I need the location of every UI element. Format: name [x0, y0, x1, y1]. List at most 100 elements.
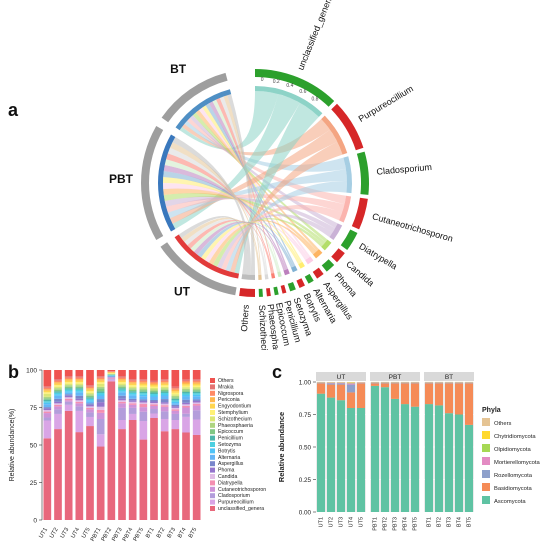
bar-segment-candida: [160, 403, 169, 406]
bar-segment-ascomycota: [391, 398, 399, 512]
legend-label-epicoccum: Epicoccum: [218, 429, 243, 435]
bar-segment-engyodontium: [43, 390, 52, 393]
bar-segment-alternaria: [43, 404, 52, 408]
bar-segment-penicillium: [171, 398, 180, 401]
x-tick-label: UT3: [60, 527, 71, 539]
bar-segment-epicoccum: [64, 386, 73, 389]
chord-link-bt-candida: [192, 112, 328, 243]
legend-swatch-purpureocillium: [210, 499, 215, 505]
bar-segment-mrakia: [43, 386, 52, 388]
chord-link-bt-cutaneotrichosporon: [187, 117, 347, 205]
bar-segment-botrytis: [43, 402, 52, 405]
bar-segment-diatrypella: [128, 403, 137, 405]
legend-label-phaeosphaeria: Phaeosphaeria: [218, 423, 253, 429]
bar-segment-setozyma: [86, 398, 94, 401]
bar-segment-epicoccum: [54, 389, 62, 392]
bar-segment-unclassified-genera: [75, 432, 84, 520]
x-tick-label: UT3: [338, 517, 344, 527]
bar-segment-others: [75, 370, 84, 377]
bar-segment-penicillium: [150, 392, 158, 394]
bar-segment-candida: [54, 403, 62, 405]
bar-segment-ascomycota: [445, 413, 453, 512]
bar-segment-unclassified-genera: [54, 429, 62, 520]
chord-link-pbt-candida: [163, 192, 326, 245]
bar-segment-basidiomycota: [317, 383, 325, 394]
bar-segment-cladosporium: [54, 409, 62, 414]
bar-segment-cladosporium: [64, 401, 73, 405]
y-tick-label: 25: [30, 480, 38, 487]
bar-segment-purpureocillium: [54, 413, 62, 430]
bar-segment-epicoccum: [128, 389, 137, 392]
bar-segment-periconia: [96, 379, 105, 381]
bar-segment-aspergillus: [54, 398, 62, 402]
legend-label-rozellomycota: Rozellomycota: [494, 473, 533, 479]
bar-segment-unclassified-genera: [160, 431, 169, 520]
bar-segment-aspergillus: [75, 395, 84, 399]
bar-segment-epicoccum: [43, 398, 52, 400]
bar-segment-penicillium: [43, 399, 52, 402]
bar-segment-setozyma: [139, 393, 148, 395]
bar-segment-periconia: [160, 382, 169, 384]
y-axis-label: Relative abundance: [277, 412, 286, 482]
legend-swatch-others: [482, 418, 490, 426]
bar-segment-setozyma: [54, 392, 62, 395]
chord-link-bt-botrytis: [205, 103, 296, 267]
bar-segment-purpureocillium: [107, 379, 116, 382]
x-tick-label: PBT3: [392, 517, 398, 531]
x-tick-label: PBT2: [382, 517, 388, 531]
bar-segment-cladosporium: [96, 418, 105, 435]
x-tick-label: BT4: [456, 517, 462, 527]
y-tick-label: 0.50: [299, 445, 312, 452]
legend-title: Phyla: [482, 407, 501, 414]
bar-segment-epicoccum: [139, 390, 148, 392]
bar-segment-alternaria: [64, 392, 73, 395]
bar-segment-phaeosphaeria: [150, 389, 158, 391]
bar-segment-stemphylium: [171, 392, 180, 395]
legend-swatch-candida: [210, 474, 215, 479]
legend-label-stemphylium: Stemphylium: [218, 410, 248, 416]
genus-sector-unclassified-genera: [255, 86, 323, 117]
bar-segment-epicoccum: [96, 388, 105, 392]
bar-segment-unclassified-genera: [139, 439, 148, 520]
legend-label-diatrypella: Diatrypella: [218, 480, 243, 486]
bar-segment-ascomycota: [465, 424, 473, 512]
bar-segment-cutaneotrichosporon: [171, 410, 180, 414]
bar-segment-ascomycota: [381, 387, 389, 512]
bar-segment-cladosporium: [107, 379, 116, 380]
bar-segment-diatrypella: [182, 405, 190, 408]
legend: Phyla Others Chytridiomycota Olpidiomycota M…: [482, 407, 541, 505]
bar-segment-others: [54, 370, 62, 380]
x-tick-label: BT2: [156, 527, 167, 539]
bar-segment-rozellomycota: [455, 382, 463, 384]
bar-segment-unclassified-genera: [107, 381, 116, 520]
bar-segment-setozyma: [96, 392, 105, 395]
bar-segment-phoma: [160, 402, 169, 404]
bar-segment-others: [139, 370, 148, 380]
bar-segment-diatrypella: [43, 411, 52, 414]
bar-segment-cutaneotrichosporon: [139, 407, 148, 412]
y-tick-label: 0.25: [299, 477, 312, 484]
bar-segment-purpureocillium: [150, 413, 158, 418]
bar-segment-candida: [75, 400, 84, 402]
bar-segment-diatrypella: [54, 404, 62, 407]
bar-segment-setozyma: [128, 392, 137, 395]
bar-segment-phoma: [128, 400, 137, 402]
genus-sector-schizothecium: [258, 274, 262, 280]
bar-segment-schizothecium: [54, 386, 62, 389]
legend-swatch-chytridiomycota: [482, 431, 490, 439]
facet-strip-bt: [424, 372, 474, 381]
bar-segment-phoma: [86, 404, 94, 407]
bar-segment-stemphylium: [182, 385, 190, 388]
genus-label-purpureocillium: Purpureocillium: [357, 83, 415, 124]
bar-segment-schizothecium: [64, 383, 73, 386]
bar-segment-schizothecium: [182, 387, 190, 389]
bar-segment-mrakia: [54, 379, 62, 381]
bar-segment-botrytis: [192, 394, 201, 397]
bar-segment-rozellomycota: [317, 382, 325, 384]
group-label-pbt: PBT: [109, 172, 134, 186]
bar-segment-mrakia: [64, 376, 73, 378]
legend-swatch-others: [210, 378, 215, 383]
outer-track-phaeosphaeria: [266, 287, 271, 297]
bar-segment-cladosporium: [171, 413, 180, 420]
bar-segment-others: [86, 370, 94, 386]
